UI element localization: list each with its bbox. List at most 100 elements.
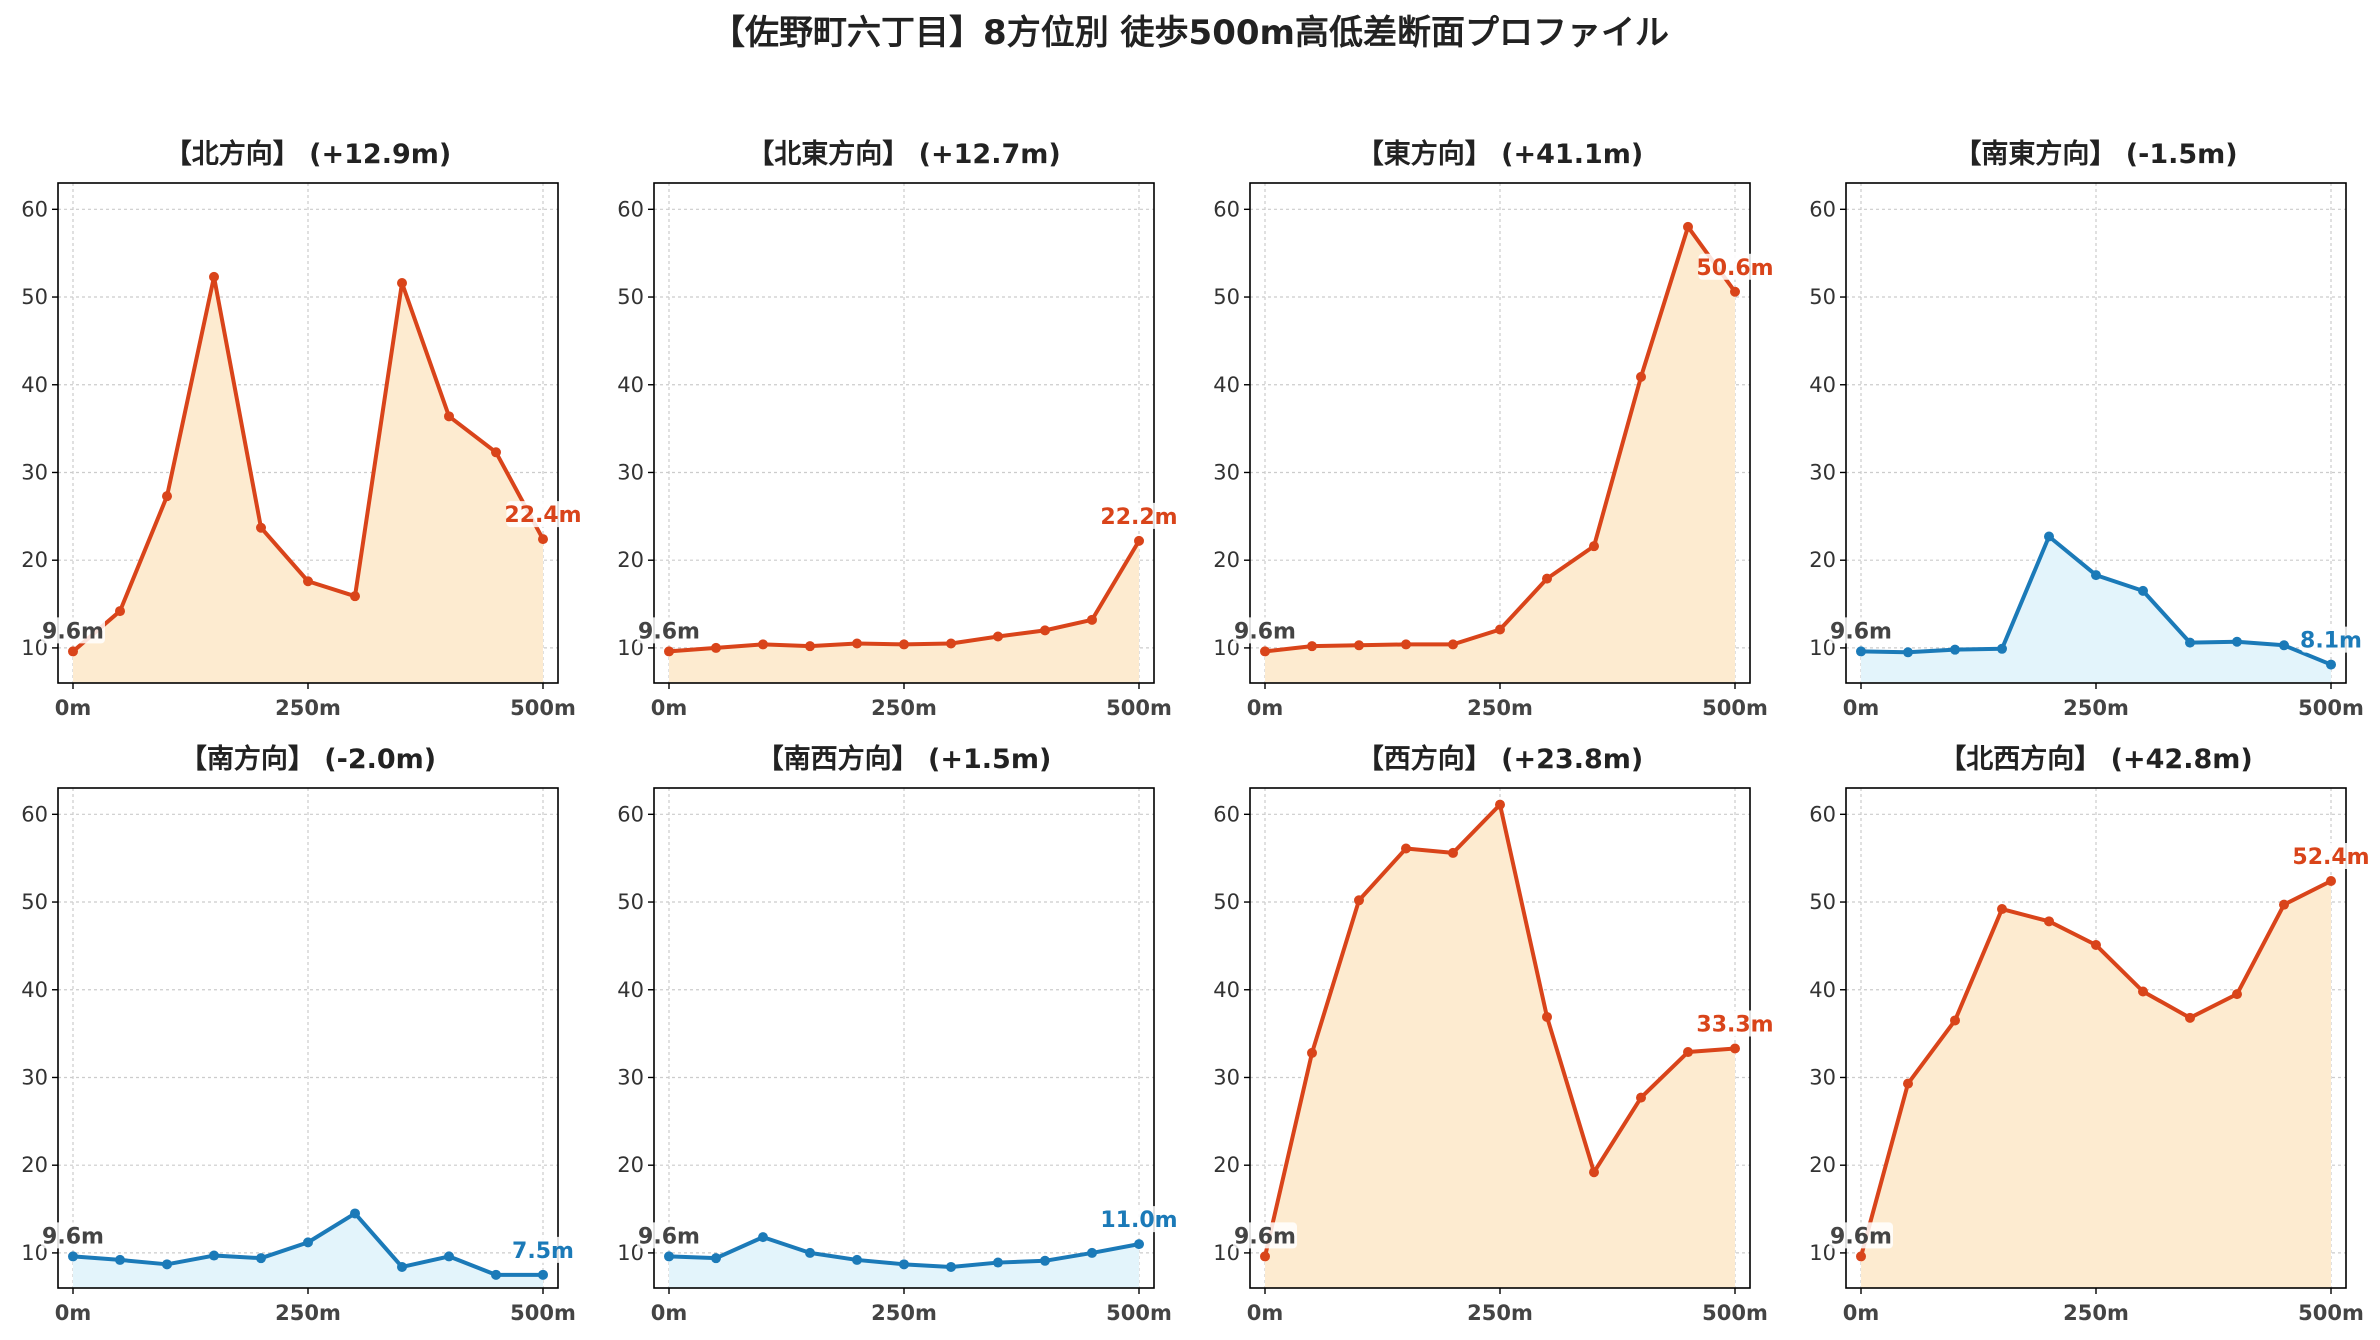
y-tick-label: 60 [1809,197,1836,221]
y-tick-label: 20 [617,1153,644,1177]
end-value-label: 22.2m [1100,505,1177,530]
data-point [1856,646,1866,657]
data-point [1134,535,1144,546]
end-label-bg [506,501,580,528]
y-tick-label: 40 [21,978,48,1002]
data-point [2091,940,2101,951]
y-tick-label: 20 [1213,548,1240,572]
start-label-bg [41,1222,105,1249]
x-tick-label: 0m [1247,696,1284,720]
start-label-bg [637,1222,701,1249]
data-point [2044,531,2054,542]
data-point [1730,1043,1740,1054]
data-point [2138,585,2148,596]
data-point [1354,640,1364,651]
data-point [1589,541,1599,552]
data-point [1087,1247,1097,1258]
data-point [1401,639,1411,650]
y-tick-label: 30 [21,460,48,484]
y-tick-label: 40 [21,373,48,397]
x-tick-label: 250m [1467,1301,1533,1325]
panel-title: 【西方向】 (+23.8m) [1357,743,1643,775]
y-tick-label: 50 [21,285,48,309]
data-point [397,278,407,288]
x-tick-label: 0m [651,1301,688,1325]
x-tick-label: 500m [1702,1301,1768,1325]
start-label-bg [1233,617,1297,644]
data-point [1260,1251,1270,1262]
data-point [993,631,1003,642]
data-point [115,1254,125,1265]
y-tick-label: 30 [21,1065,48,1089]
data-point [256,522,266,533]
data-point [209,1250,219,1261]
start-label-bg [1233,1222,1297,1249]
panel-title: 【北東方向】 (+12.7m) [747,138,1060,170]
data-point [209,271,219,282]
data-point [162,1259,172,1270]
y-tick-label: 50 [617,890,644,914]
end-label-bg [1698,1010,1772,1037]
y-tick-label: 40 [1213,373,1240,397]
x-tick-label: 500m [1702,696,1768,720]
data-point [1401,843,1411,854]
data-point [444,1251,454,1262]
panel-title: 【北方向】 (+12.9m) [165,138,451,170]
y-tick-label: 40 [1809,373,1836,397]
start-value-label: 9.6m [638,1224,700,1249]
panel-title: 【東方向】 (+41.1m) [1357,138,1643,170]
x-tick-label: 0m [1843,696,1880,720]
data-point [805,1247,815,1258]
data-point [664,1251,674,1262]
data-point [1950,1015,1960,1026]
x-tick-label: 250m [1467,696,1533,720]
data-point [1448,847,1458,858]
y-tick-label: 40 [1213,978,1240,1002]
x-tick-label: 0m [1247,1301,1284,1325]
data-point [1087,614,1097,625]
data-point [538,534,548,545]
profile-area [1265,804,1735,1288]
x-tick-label: 0m [1843,1301,1880,1325]
data-point [1040,1255,1050,1266]
y-tick-label: 40 [1809,978,1836,1002]
data-point [2279,640,2289,651]
data-point [899,1259,909,1270]
x-tick-label: 250m [2063,696,2129,720]
profile-area [73,1213,543,1288]
x-tick-label: 250m [275,696,341,720]
data-point [2232,636,2242,647]
end-value-label: 33.3m [1696,1013,1773,1038]
y-tick-label: 50 [1213,890,1240,914]
x-tick-label: 500m [1106,696,1172,720]
data-point [1260,646,1270,657]
data-point [397,1261,407,1272]
data-point [664,646,674,657]
data-point [350,1208,360,1219]
end-value-label: 52.4m [2292,845,2369,870]
y-tick-label: 60 [617,197,644,221]
data-point [2185,1012,2195,1023]
y-tick-label: 40 [617,978,644,1002]
data-point [2044,916,2054,927]
data-point [758,1232,768,1243]
start-label-bg [41,617,105,644]
data-point [303,1237,313,1248]
data-point [1903,1078,1913,1089]
start-value-label: 9.6m [1234,619,1296,644]
figure-title: 【佐野町六丁目】8方位別 徒歩500m高低差断面プロファイル [711,13,1669,53]
data-point [162,491,172,502]
profile-area [1861,536,2331,683]
y-tick-label: 30 [1213,460,1240,484]
x-tick-label: 500m [510,696,576,720]
start-label-bg [1829,617,1893,644]
data-point [68,1251,78,1262]
y-tick-label: 50 [617,285,644,309]
panel-title: 【北西方向】 (+42.8m) [1939,743,2252,775]
x-tick-label: 0m [55,1301,92,1325]
y-tick-label: 30 [1213,1065,1240,1089]
